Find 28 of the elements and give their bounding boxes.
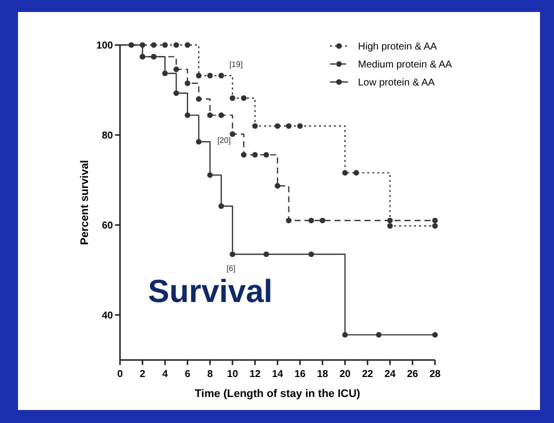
legend-label: Medium protein & AA: [358, 60, 452, 70]
y-tick-label: 40: [102, 310, 114, 322]
text: Survival: [148, 273, 273, 309]
x-tick-label: 24: [384, 369, 396, 380]
x-tick-label: 0: [117, 369, 124, 380]
annotation: [19]: [229, 60, 243, 69]
x-axis-title: Time (Length of stay in the ICU): [194, 388, 361, 400]
x-tick-label: 14: [272, 369, 284, 380]
x-tick-label: 16: [294, 369, 306, 380]
legend-label: Low protein & AA: [358, 78, 436, 88]
x-tick-label: 18: [316, 369, 328, 380]
y-tick-label: 80: [102, 130, 114, 142]
x-tick-label: 4: [162, 369, 168, 380]
x-tick-label: 28: [429, 369, 441, 380]
y-tick-label: 60: [102, 220, 114, 232]
x-tick-label: 6: [184, 369, 191, 380]
x-tick-label: 8: [207, 369, 214, 380]
annotation: [20]: [217, 136, 231, 145]
x-tick-label: 12: [249, 369, 261, 380]
x-tick-label: 10: [226, 369, 238, 380]
x-tick-label: 20: [339, 369, 351, 380]
y-tick-label: 100: [96, 40, 114, 52]
x-tick-label: 2: [140, 369, 146, 380]
x-tick-label: 22: [362, 369, 374, 380]
legend-label: High protein & AA: [358, 42, 438, 52]
annotation: [6]: [226, 264, 236, 273]
y-axis-title: Percent survival: [79, 160, 91, 245]
x-tick-label: 26: [406, 369, 418, 380]
